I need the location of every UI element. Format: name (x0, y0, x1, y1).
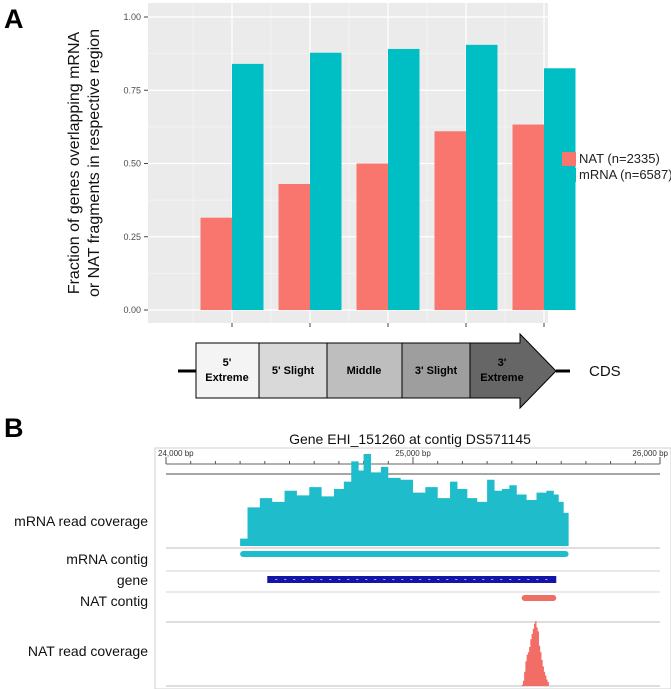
genome-tracks (240, 454, 569, 686)
track-label-mrna-contig: mRNA contig (66, 551, 148, 567)
legend-mrna-swatch (562, 168, 576, 182)
plot-a-y-ticks: 0.00 0.25 0.50 0.75 1.00 (123, 12, 148, 315)
ruler-tick-label: 25,000 bp (395, 449, 431, 458)
region-box-5-slight-label: 5' Slight (272, 365, 315, 377)
panel-a: A 0.00 0.25 0.50 0.75 1.00 Fraction of genes… (4, 3, 671, 410)
region-box-3-extreme-line2: Extreme (480, 372, 523, 384)
region-box-middle-label: Middle (347, 365, 382, 377)
y-tick-label: 0.75 (123, 85, 141, 95)
y-tick-label: 1.00 (123, 12, 141, 22)
plot-a-x-ticks (231, 323, 545, 327)
region-box-5-extreme-line1: 5' (223, 357, 232, 369)
bar-mrna-1 (232, 63, 264, 310)
plot-a-legend: NAT (n=2335) mRNA (n=6587) (562, 151, 671, 182)
region-box-3-slight (401, 342, 471, 399)
track-label-nat-coverage: NAT read coverage (28, 643, 148, 659)
y-tick-label: 0.25 (123, 232, 141, 242)
ruler-tick-label: 24,000 bp (158, 449, 194, 458)
legend-nat-label: NAT (n=2335) (579, 151, 660, 166)
bar-nat-2 (278, 184, 310, 310)
region-box-3-slight-label: 3' Slight (415, 365, 458, 377)
bar-mrna-5 (544, 68, 576, 311)
bar-nat-4 (434, 131, 466, 310)
region-box-3-extreme-line1: 3' (498, 357, 507, 369)
track-label-mrna-coverage: mRNA read coverage (14, 513, 148, 529)
legend-nat-swatch (562, 152, 576, 166)
ylabel-line-1: Fraction of genes overlapping mRNA (66, 32, 83, 295)
bar-nat-5 (512, 124, 544, 310)
panel-a-label: A (4, 4, 24, 34)
plot-a-ylabel: Fraction of genes overlapping mRNA or NA… (66, 29, 103, 297)
mrna-contig-bar (240, 551, 569, 557)
genome-ruler: 24,000 bp 25,000 bp 26,000 bp (158, 449, 669, 475)
region-box-middle (326, 342, 403, 399)
region-box-5-extreme-line2: Extreme (205, 372, 248, 384)
bar-mrna-2 (310, 52, 342, 310)
region-diagram: 5' Extreme 5' Slight Middle 3' Slight 3'… (178, 332, 621, 410)
bar-nat-1 (200, 217, 232, 310)
region-box-5-extreme (195, 342, 260, 399)
region-arrow-3-extreme (469, 332, 557, 410)
bar-mrna-4 (466, 44, 498, 311)
track-label-gene: gene (117, 572, 148, 588)
plot-a-bars (200, 44, 576, 311)
nat-contig-bar (521, 595, 557, 601)
y-tick-label: 0.50 (123, 159, 141, 169)
bar-nat-3 (356, 163, 388, 310)
track-label-nat-contig: NAT contig (80, 593, 148, 609)
ylabel-line-2: or NAT fragments in respective region (86, 29, 103, 297)
panel-b: B Gene EHI_151260 at contig DS571145 24,… (4, 413, 671, 689)
bar-mrna-3 (388, 48, 420, 310)
panel-b-title: Gene EHI_151260 at contig DS571145 (289, 431, 531, 447)
y-tick-label: 0.00 (123, 305, 141, 315)
mrna-coverage-area (240, 454, 569, 546)
nat-coverage-area (521, 621, 549, 686)
panel-b-label: B (4, 413, 24, 443)
legend-mrna-label: mRNA (n=6587) (579, 167, 671, 182)
cds-label: CDS (589, 363, 621, 380)
region-box-5-slight (258, 342, 328, 399)
ruler-tick-label: 26,000 bp (632, 449, 668, 458)
